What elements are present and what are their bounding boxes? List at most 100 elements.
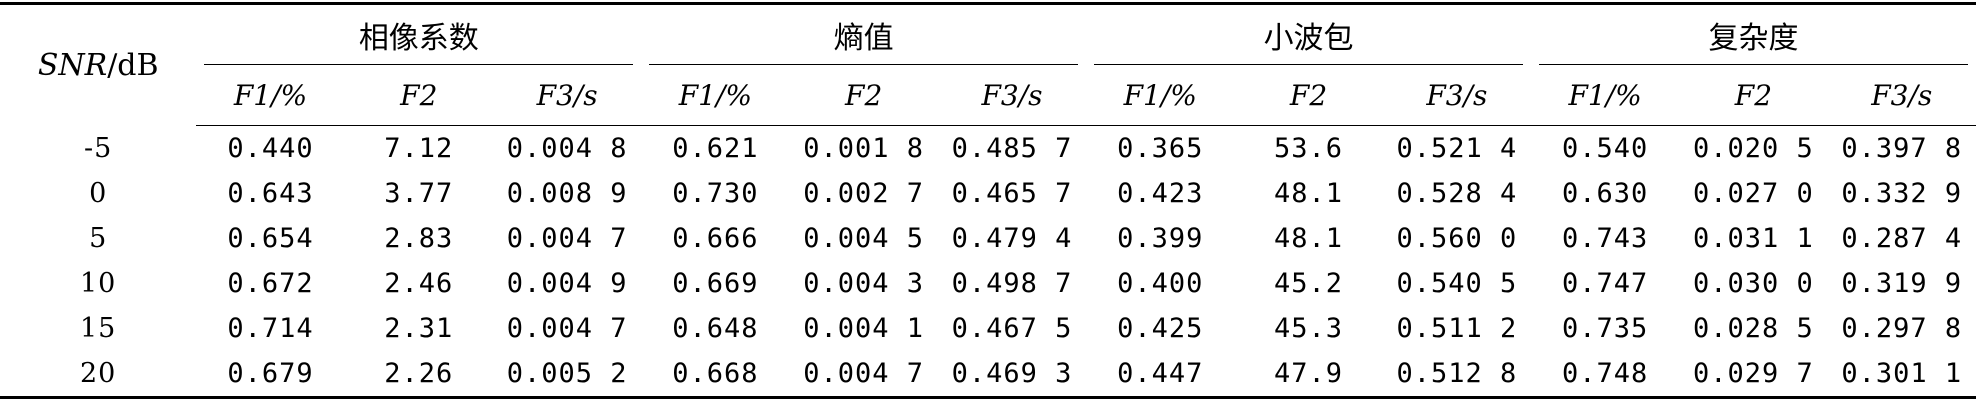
value-cell: 0.004 7 [789, 351, 938, 399]
value-cell: 0.521 4 [1396, 133, 1518, 164]
value-cell: 0.030 0 [1693, 268, 1814, 299]
value-cell: 0.485 7 [951, 133, 1073, 164]
value-cell: 0.630 [1562, 178, 1649, 209]
value-cell: 0.020 5 [1693, 133, 1814, 164]
snr-cell: 0 [89, 178, 108, 209]
value-cell: 0.004 7 [506, 223, 628, 254]
table-row: 20 0.679 2.26 0.005 2 0.668 0.004 7 0.469 3 0.4… [0, 351, 1976, 399]
value-cell: 0.440 [227, 133, 314, 164]
value-cell: 0.002 7 [803, 178, 925, 209]
group-header-label: 相像系数 [358, 21, 479, 56]
value-cell: 0.666 [672, 223, 759, 254]
group-underline [1539, 64, 1968, 65]
value-cell: 0.469 3 [937, 351, 1087, 399]
value-cell: 0.029 7 [1679, 351, 1828, 399]
group-header-wavelet: 小波包 [1086, 2, 1531, 65]
table-body: -5 0.440 7.12 0.004 8 0.621 0.001 8 0.485 7 0.3… [0, 126, 1976, 399]
value-cell: 0.540 [1562, 133, 1649, 164]
value-cell: 0.730 [672, 178, 759, 209]
value-cell: 2.26 [344, 351, 493, 399]
group-header-label: 小波包 [1263, 21, 1354, 56]
sub-header: F2 [344, 65, 493, 126]
value-cell: 0.004 3 [803, 268, 925, 299]
value-cell: 0.027 0 [1693, 178, 1814, 209]
value-cell: 48.1 [1274, 178, 1344, 209]
value-cell: 0.560 0 [1396, 223, 1518, 254]
value-cell: 0.648 [672, 313, 759, 344]
value-cell: 0.621 [672, 133, 759, 164]
snr-cell: 15 [80, 313, 117, 344]
value-cell: 0.735 [1562, 313, 1649, 344]
value-cell: 0.672 [227, 268, 314, 299]
value-cell: 0.465 7 [951, 178, 1073, 209]
value-cell: 0.447 [1086, 351, 1235, 399]
group-header-correlation: 相像系数 [196, 2, 642, 65]
value-cell: 0.397 8 [1841, 133, 1963, 164]
group-underline [649, 64, 1079, 65]
sub-header: F2 [1234, 65, 1383, 126]
value-cell: 0.399 [1117, 223, 1204, 254]
value-cell: 0.540 5 [1396, 268, 1518, 299]
value-cell: 0.004 5 [803, 223, 925, 254]
value-cell: 0.668 [641, 351, 790, 399]
sub-header: F1/% [641, 65, 790, 126]
value-cell: 0.031 1 [1693, 223, 1814, 254]
group-header-complexity: 复杂度 [1531, 2, 1976, 65]
snr-cell: 20 [0, 351, 197, 399]
value-cell: 0.001 8 [803, 133, 925, 164]
sub-header: F2 [1679, 65, 1828, 126]
value-cell: 45.3 [1274, 313, 1344, 344]
table-row: 15 0.714 2.31 0.004 7 0.648 0.004 1 0.467 5 0.4… [0, 306, 1976, 351]
group-header-label: 熵值 [833, 21, 894, 56]
group-underline [204, 64, 634, 65]
value-cell: 0.748 [1531, 351, 1680, 399]
value-cell: 0.297 8 [1841, 313, 1963, 344]
sub-header: F3/s [937, 65, 1087, 126]
sub-header: F3/s [1382, 65, 1531, 126]
value-cell: 0.714 [227, 313, 314, 344]
sub-header: F3/s [1827, 65, 1976, 126]
snr-cell: 10 [80, 268, 117, 299]
value-cell: 0.512 8 [1382, 351, 1531, 399]
sub-header: F1/% [196, 65, 345, 126]
value-cell: 3.77 [384, 178, 454, 209]
group-header-entropy: 熵值 [641, 2, 1087, 65]
value-cell: 0.301 1 [1827, 351, 1976, 399]
value-cell: 0.654 [227, 223, 314, 254]
group-underline [1094, 64, 1523, 65]
sub-header: F2 [789, 65, 938, 126]
value-cell: 0.005 2 [492, 351, 642, 399]
value-cell: 0.747 [1562, 268, 1649, 299]
sub-header: F1/% [1086, 65, 1235, 126]
value-cell: 45.2 [1274, 268, 1344, 299]
table-row: 5 0.654 2.83 0.004 7 0.666 0.004 5 0.479 4 0.39… [0, 216, 1976, 261]
value-cell: 2.31 [384, 313, 454, 344]
value-cell: 0.479 4 [951, 223, 1073, 254]
table-row: 10 0.672 2.46 0.004 9 0.669 0.004 3 0.498 7 0.4… [0, 261, 1976, 306]
snr-cell: -5 [84, 132, 113, 164]
value-cell: 2.46 [384, 268, 454, 299]
value-cell: 0.643 [227, 178, 314, 209]
snr-cell: 5 [89, 223, 108, 254]
value-cell: 0.498 7 [951, 268, 1073, 299]
value-cell: 0.511 2 [1396, 313, 1518, 344]
value-cell: 0.004 8 [506, 133, 628, 164]
table-row: -5 0.440 7.12 0.004 8 0.621 0.001 8 0.485 7 0.3… [0, 126, 1976, 172]
value-cell: 0.679 [196, 351, 345, 399]
value-cell: 48.1 [1274, 223, 1344, 254]
value-cell: 7.12 [384, 133, 454, 164]
value-cell: 0.425 [1117, 313, 1204, 344]
value-cell: 0.004 1 [803, 313, 925, 344]
value-cell: 0.004 9 [506, 268, 628, 299]
snr-header: SNR/dB [0, 2, 197, 126]
value-cell: 0.423 [1117, 178, 1204, 209]
value-cell: 0.028 5 [1693, 313, 1814, 344]
value-cell: 0.467 5 [951, 313, 1073, 344]
value-cell: 0.004 7 [506, 313, 628, 344]
value-cell: 0.319 9 [1841, 268, 1963, 299]
value-cell: 53.6 [1274, 133, 1344, 164]
sub-header: F3/s [492, 65, 642, 126]
value-cell: 0.400 [1117, 268, 1204, 299]
